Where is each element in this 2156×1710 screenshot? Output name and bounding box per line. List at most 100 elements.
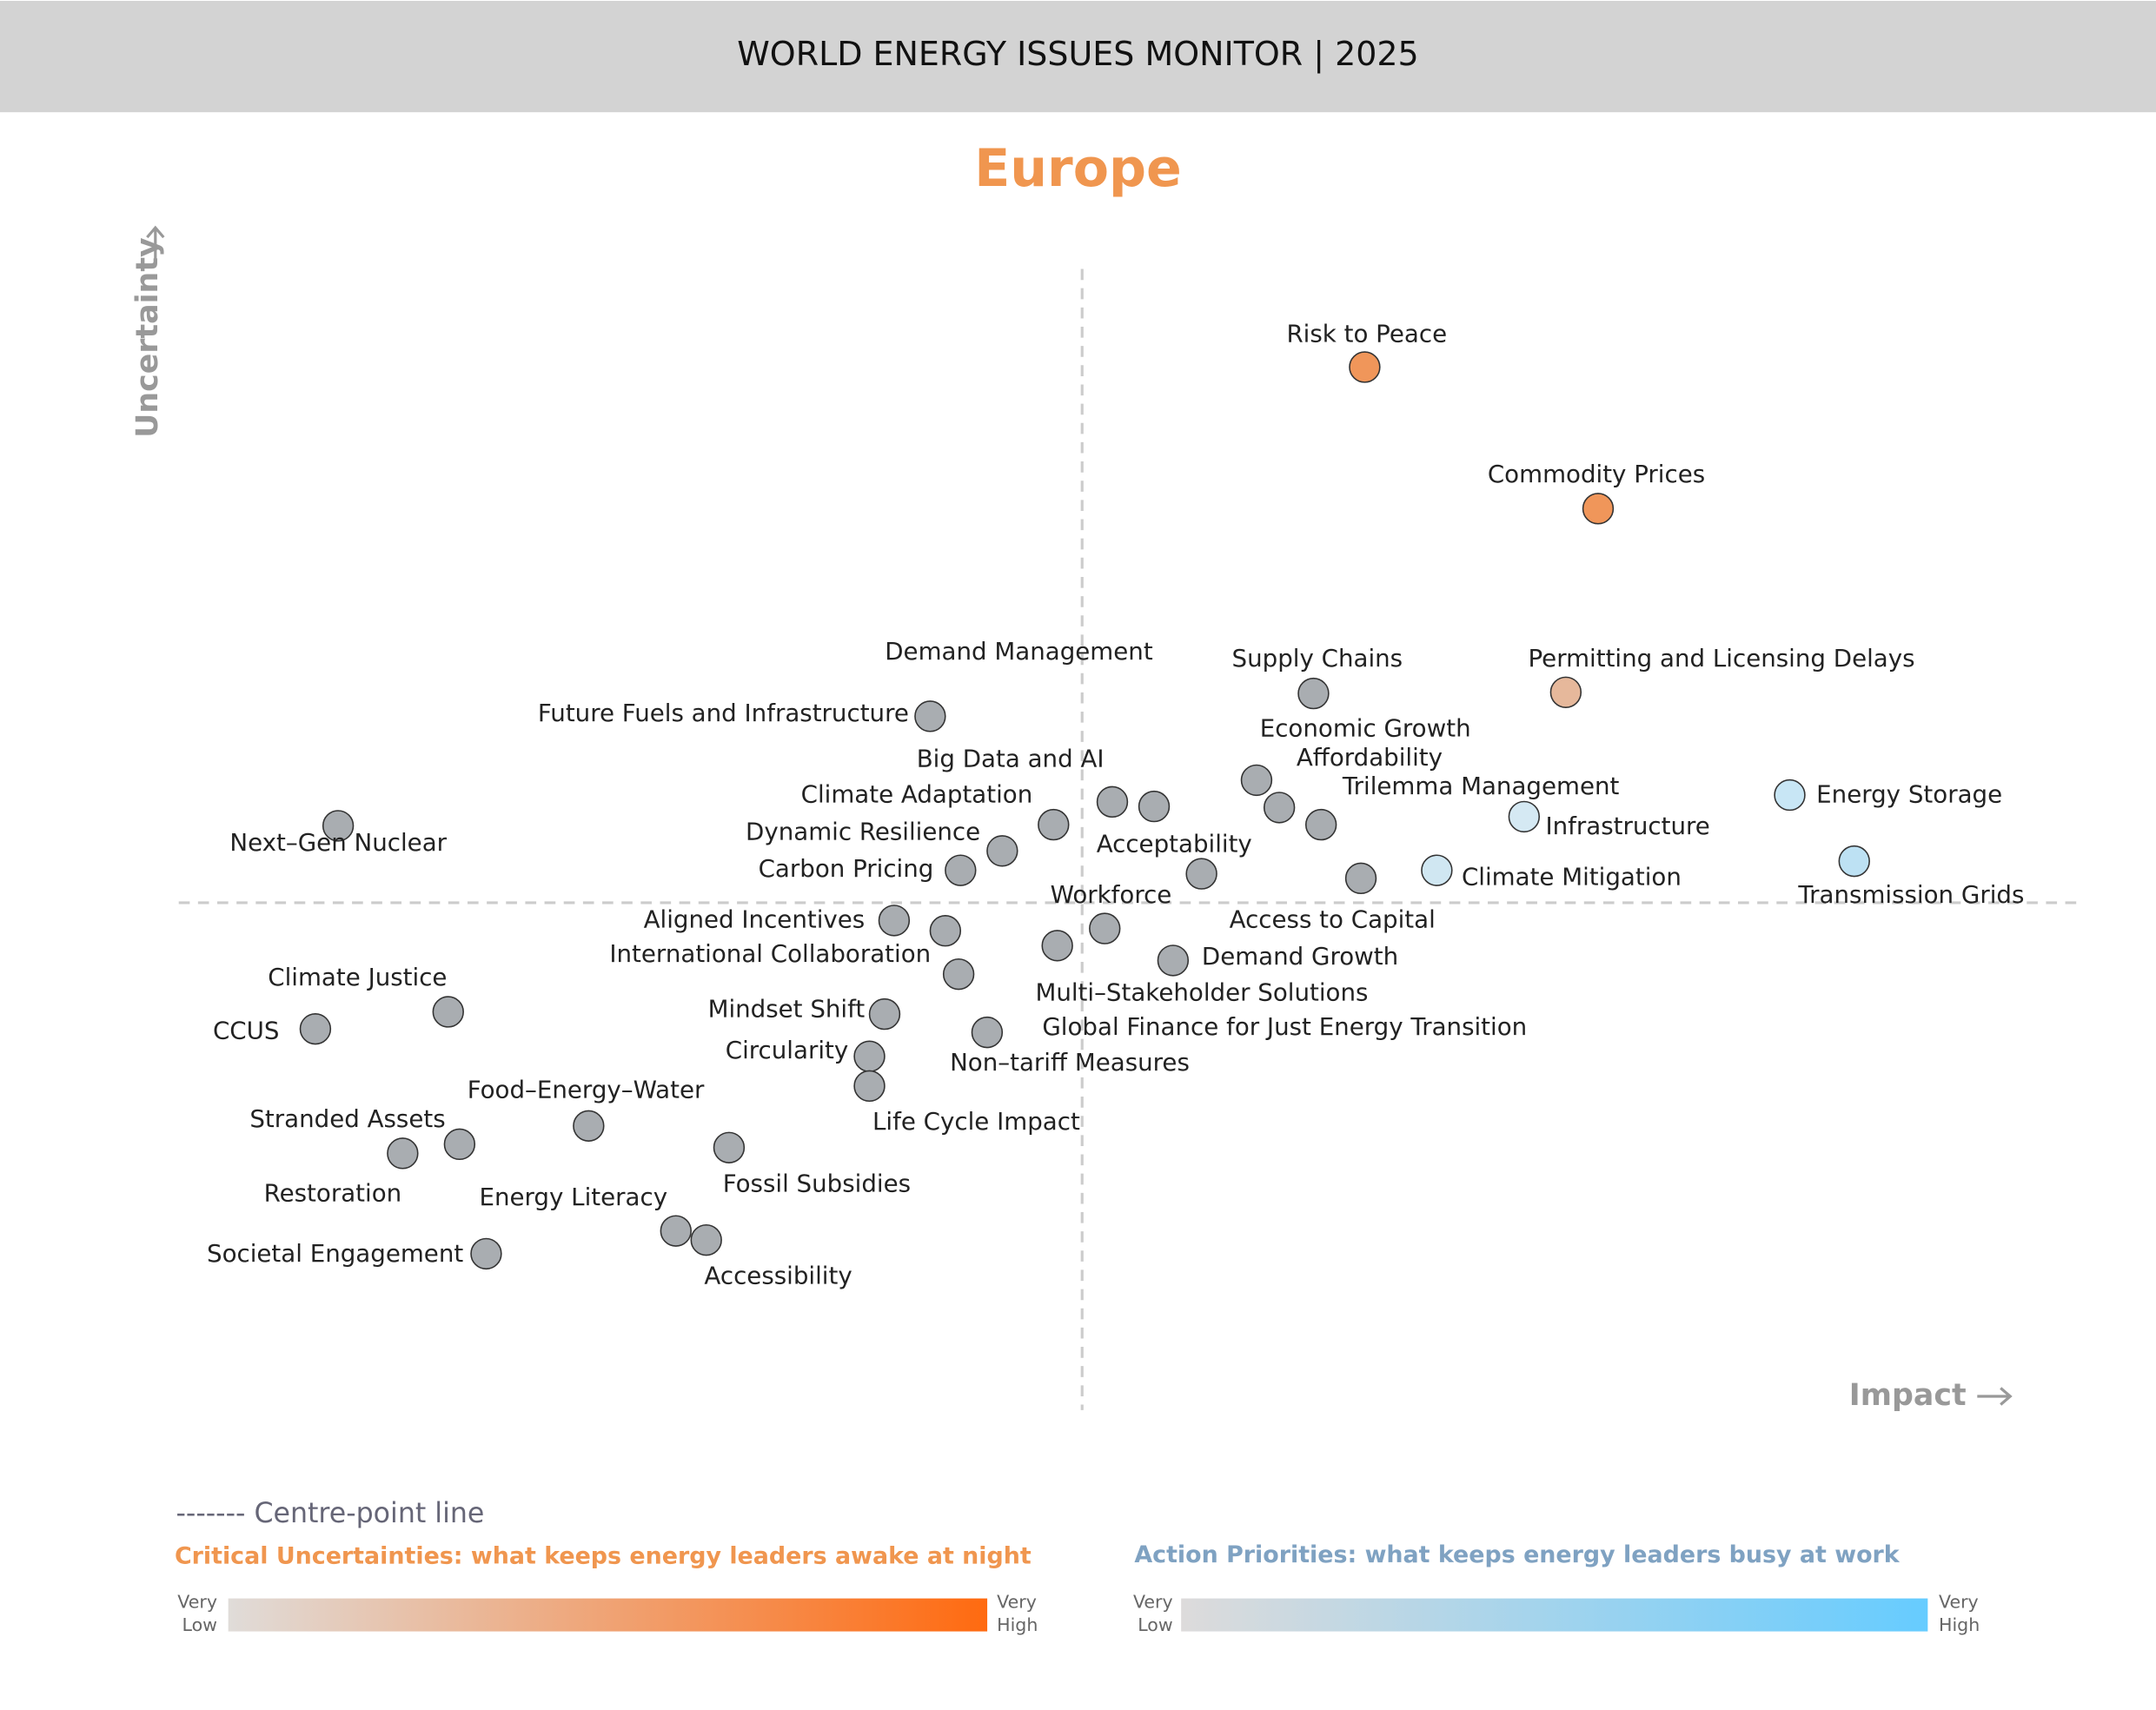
issue-point — [1344, 862, 1377, 895]
very-high: Very — [997, 1591, 1037, 1612]
issue-label: Societal Engagement — [207, 1239, 463, 1268]
issue-point — [1838, 845, 1870, 878]
issue-label: Global Finance for Just Energy Transitio… — [1042, 1012, 1527, 1041]
very-high: High — [1939, 1614, 1980, 1635]
header-bar — [0, 0, 2156, 113]
issue-point — [1508, 800, 1541, 833]
issue-label: CCUS — [213, 1017, 279, 1045]
issue-label: International Collaboration — [609, 939, 931, 968]
x-axis-label: Impact — [1849, 1378, 1967, 1413]
issue-label: Supply Chains — [1232, 644, 1403, 673]
issue-label: Commodity Prices — [1488, 460, 1705, 488]
issue-point — [1582, 493, 1615, 525]
issue-point — [945, 854, 977, 886]
issue-point — [1297, 677, 1330, 710]
issue-point — [1157, 944, 1190, 977]
legend-action: Action Priorities: what keeps energy lea… — [1134, 1541, 1900, 1568]
issue-point — [1304, 808, 1337, 841]
legend-centre-line: ------- Centre-point line — [176, 1498, 485, 1529]
issue-label: Aligned Incentives — [644, 905, 866, 934]
issue-label: Climate Justice — [268, 963, 447, 991]
issue-label: Climate Adaptation — [801, 780, 1033, 809]
issue-point — [443, 1128, 476, 1161]
very-low: Very — [177, 1591, 217, 1612]
issue-point — [573, 1110, 605, 1143]
issue-label: Mindset Shift — [708, 994, 866, 1023]
issue-label: Affordability — [1297, 743, 1443, 772]
issue-point — [387, 1137, 419, 1170]
issue-point — [660, 1215, 692, 1247]
issue-point — [1138, 790, 1171, 823]
issue-point — [690, 1223, 722, 1256]
issue-point — [1041, 930, 1073, 962]
issue-point — [971, 1016, 1004, 1049]
very-low: Low — [182, 1614, 217, 1635]
gradient-action — [1181, 1598, 1928, 1632]
issue-label: Transmission Grids — [1797, 880, 2024, 909]
very-low: Low — [1138, 1614, 1172, 1635]
header-title: WORLD ENERGY ISSUES MONITOR | 2025 — [737, 35, 1418, 74]
issue-point — [299, 1012, 332, 1045]
issue-point — [868, 998, 901, 1031]
issue-label: Big Data and AI — [917, 744, 1105, 772]
issue-point — [322, 810, 355, 842]
very-high: Very — [1939, 1591, 1979, 1612]
issue-point — [853, 1070, 886, 1103]
issue-label: Energy Storage — [1816, 780, 2002, 809]
issue-point — [929, 915, 962, 947]
issue-label: Climate Mitigation — [1462, 862, 1682, 891]
issue-point — [1185, 858, 1217, 890]
issue-label: Acceptability — [1097, 830, 1252, 858]
issue-point — [942, 958, 975, 991]
issue-point — [432, 996, 464, 1028]
very-high: High — [997, 1614, 1038, 1635]
issue-label: Non–tariff Measures — [950, 1048, 1190, 1077]
chart-title: Europe — [974, 138, 1182, 199]
issue-label: Trilemma Management — [1342, 772, 1620, 800]
issue-label: Demand Management — [885, 637, 1153, 666]
issue-point — [1089, 912, 1121, 944]
issue-point — [1038, 808, 1070, 841]
issue-label: Risk to Peace — [1286, 319, 1447, 348]
issue-point — [1774, 779, 1806, 812]
y-axis-label: Uncertainty — [130, 237, 165, 438]
issue-point — [1549, 676, 1582, 708]
issue-label: Infrastructure — [1545, 812, 1709, 840]
legend-critical: Critical Uncertainties: what keeps energ… — [175, 1543, 1032, 1570]
issue-point — [1349, 351, 1381, 383]
issue-point — [986, 835, 1018, 867]
issue-label: Dynamic Resilience — [746, 817, 980, 845]
gradient-critical — [228, 1598, 988, 1632]
issue-label: Stranded Assets — [249, 1104, 445, 1133]
issue-point — [1240, 764, 1273, 797]
issue-point — [853, 1040, 886, 1072]
issue-point — [1263, 792, 1296, 824]
issue-label: Demand Growth — [1202, 942, 1398, 971]
issue-label: Permitting and Licensing Delays — [1528, 644, 1914, 673]
y-axis-arrow — [146, 225, 165, 260]
issue-label: Food–Energy–Water — [468, 1076, 705, 1104]
issue-point — [1096, 785, 1129, 819]
issue-label: Accessibility — [704, 1261, 852, 1289]
issue-label: Multi–Stakeholder Solutions — [1035, 978, 1368, 1006]
issue-label: Fossil Subsidies — [723, 1169, 911, 1197]
issue-point — [1421, 854, 1453, 886]
issue-label: Access to Capital — [1230, 905, 1436, 934]
issue-label: Economic Growth — [1260, 714, 1471, 743]
issue-label: Energy Literacy — [480, 1183, 668, 1211]
issue-point — [914, 700, 946, 732]
issue-label: Workforce — [1051, 880, 1172, 909]
points: Risk to Peace Commodity Prices Permitting … — [207, 319, 2024, 1289]
issue-label: Life Cycle Impact — [872, 1107, 1080, 1136]
x-axis-arrow — [1977, 1387, 2013, 1406]
very-low: Very — [1133, 1591, 1173, 1612]
issue-label: Carbon Pricing — [759, 854, 934, 883]
issue-label: Next–Gen Nuclear — [229, 828, 447, 857]
issue-label: Circularity — [726, 1036, 848, 1064]
issue-point — [470, 1237, 502, 1270]
issue-point — [713, 1131, 746, 1163]
issue-label: Restoration — [264, 1178, 402, 1207]
issue-point — [878, 905, 911, 937]
issue-label: Future Fuels and Infrastructure — [538, 699, 909, 727]
